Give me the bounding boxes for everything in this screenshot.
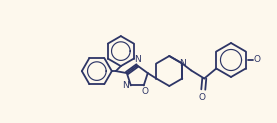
Text: O: O bbox=[199, 92, 206, 101]
Text: N: N bbox=[179, 59, 186, 68]
Text: N: N bbox=[122, 81, 129, 90]
Text: O: O bbox=[141, 87, 148, 96]
Text: O: O bbox=[254, 55, 261, 64]
Text: N: N bbox=[134, 54, 141, 63]
